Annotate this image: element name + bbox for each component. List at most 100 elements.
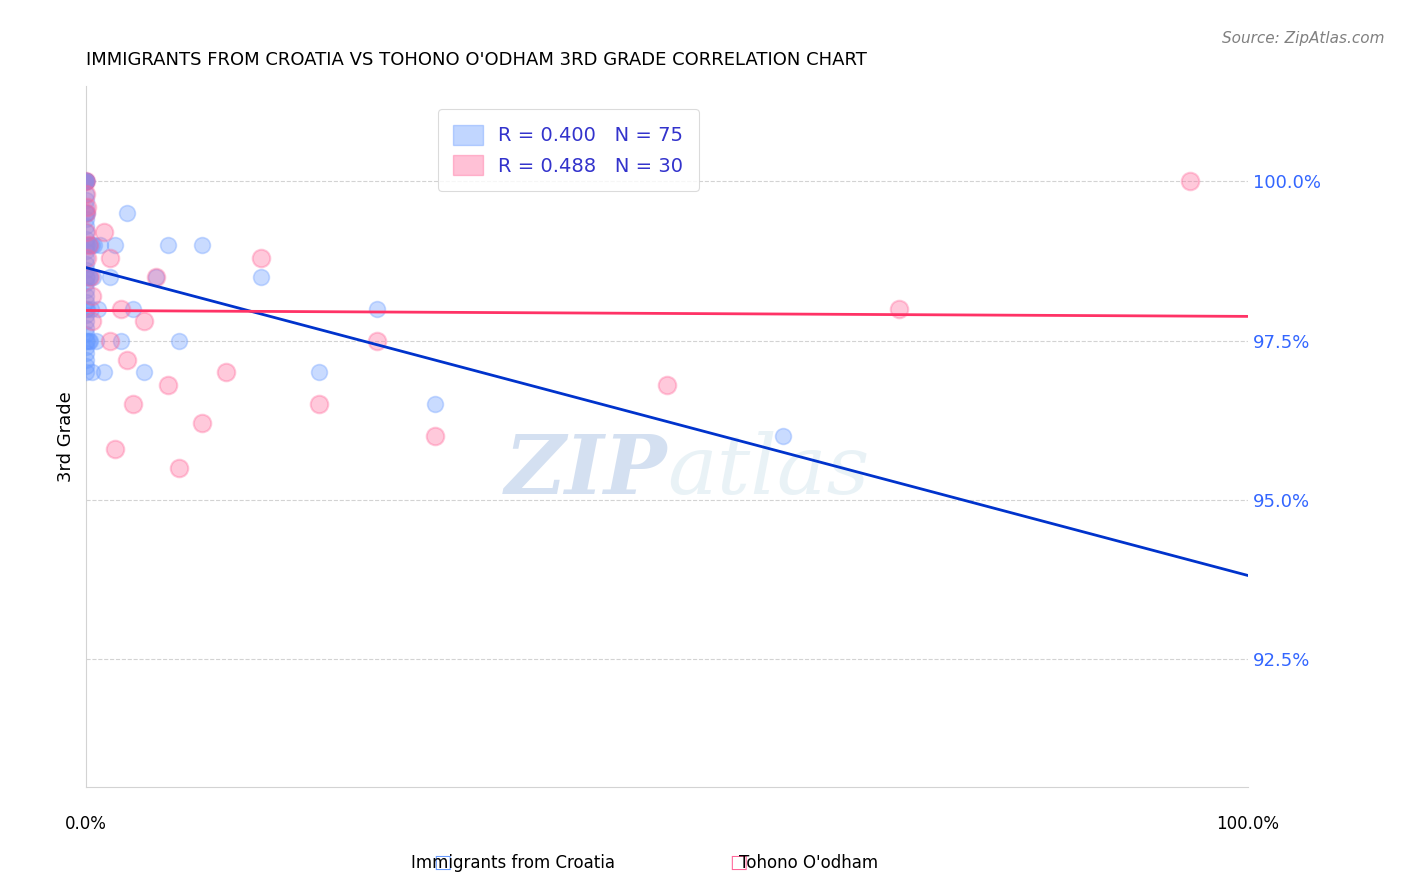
Point <box>75 301 97 316</box>
Point <box>121 301 143 316</box>
Text: □: □ <box>433 854 453 872</box>
Point <box>191 417 214 431</box>
Point <box>75 212 97 227</box>
Point <box>75 174 97 188</box>
Point <box>75 206 97 220</box>
Point <box>87 301 110 316</box>
Point <box>82 366 104 380</box>
Point <box>75 346 97 360</box>
Point <box>76 334 98 348</box>
Point <box>75 219 97 233</box>
Point <box>75 174 97 188</box>
Point <box>83 238 105 252</box>
Point <box>889 301 911 316</box>
Point <box>76 301 98 316</box>
Point <box>79 334 101 348</box>
Point <box>75 283 97 297</box>
Point <box>77 238 100 252</box>
Point <box>167 461 190 475</box>
Text: 100.0%: 100.0% <box>1216 815 1279 833</box>
Point <box>75 174 97 188</box>
Point <box>75 238 97 252</box>
Point <box>308 397 330 411</box>
Point <box>77 269 100 284</box>
Point <box>75 314 97 328</box>
Point <box>75 174 97 188</box>
Point <box>1178 174 1201 188</box>
Text: atlas: atlas <box>666 432 869 511</box>
Point <box>89 238 111 252</box>
Point <box>423 429 446 443</box>
Point <box>75 200 97 214</box>
Point <box>75 257 97 271</box>
Point <box>75 308 97 322</box>
Point <box>655 378 678 392</box>
Point <box>167 334 190 348</box>
Point <box>104 238 127 252</box>
Point <box>115 206 138 220</box>
Point <box>76 206 98 220</box>
Point <box>79 269 101 284</box>
Point <box>75 206 97 220</box>
Point <box>75 334 97 348</box>
Point <box>75 231 97 245</box>
Point <box>75 263 97 277</box>
Point <box>104 442 127 456</box>
Point <box>76 269 98 284</box>
Y-axis label: 3rd Grade: 3rd Grade <box>58 391 75 482</box>
Point <box>75 251 97 265</box>
Point <box>423 397 446 411</box>
Point <box>115 352 138 367</box>
Point <box>75 174 97 188</box>
Point <box>134 366 156 380</box>
Text: Tohono O'odham: Tohono O'odham <box>740 855 877 872</box>
Point <box>75 289 97 303</box>
Text: 0.0%: 0.0% <box>65 815 107 833</box>
Point <box>772 429 794 443</box>
Text: ZIP: ZIP <box>505 432 666 511</box>
Point <box>75 174 97 188</box>
Point <box>75 194 97 208</box>
Point <box>75 174 97 188</box>
Point <box>75 174 97 188</box>
Point <box>76 251 98 265</box>
Point <box>82 269 104 284</box>
Point <box>156 238 179 252</box>
Point <box>93 366 115 380</box>
Point <box>80 301 103 316</box>
Point <box>215 366 238 380</box>
Point <box>82 314 104 328</box>
Text: IMMIGRANTS FROM CROATIA VS TOHONO O'ODHAM 3RD GRADE CORRELATION CHART: IMMIGRANTS FROM CROATIA VS TOHONO O'ODHA… <box>86 51 868 69</box>
Text: Source: ZipAtlas.com: Source: ZipAtlas.com <box>1222 31 1385 46</box>
Point <box>98 334 121 348</box>
Point <box>75 276 97 290</box>
Point <box>79 238 101 252</box>
Point <box>76 200 98 214</box>
Point <box>75 359 97 373</box>
Point <box>93 225 115 239</box>
Point <box>156 378 179 392</box>
Point <box>76 238 98 252</box>
Text: Immigrants from Croatia: Immigrants from Croatia <box>411 855 616 872</box>
Point <box>75 321 97 335</box>
Point <box>75 244 97 259</box>
Point <box>75 269 97 284</box>
Point <box>121 397 143 411</box>
Point <box>75 366 97 380</box>
Point <box>77 238 100 252</box>
Point <box>75 327 97 342</box>
Point <box>75 174 97 188</box>
Point <box>110 301 132 316</box>
Point <box>82 238 104 252</box>
Point <box>75 352 97 367</box>
Point <box>75 225 97 239</box>
Point <box>75 295 97 310</box>
Point <box>75 174 97 188</box>
Point <box>75 225 97 239</box>
Point <box>110 334 132 348</box>
Point <box>366 301 388 316</box>
Point <box>308 366 330 380</box>
Point <box>98 269 121 284</box>
Legend: R = 0.400   N = 75, R = 0.488   N = 30: R = 0.400 N = 75, R = 0.488 N = 30 <box>437 109 699 191</box>
Point <box>249 269 271 284</box>
